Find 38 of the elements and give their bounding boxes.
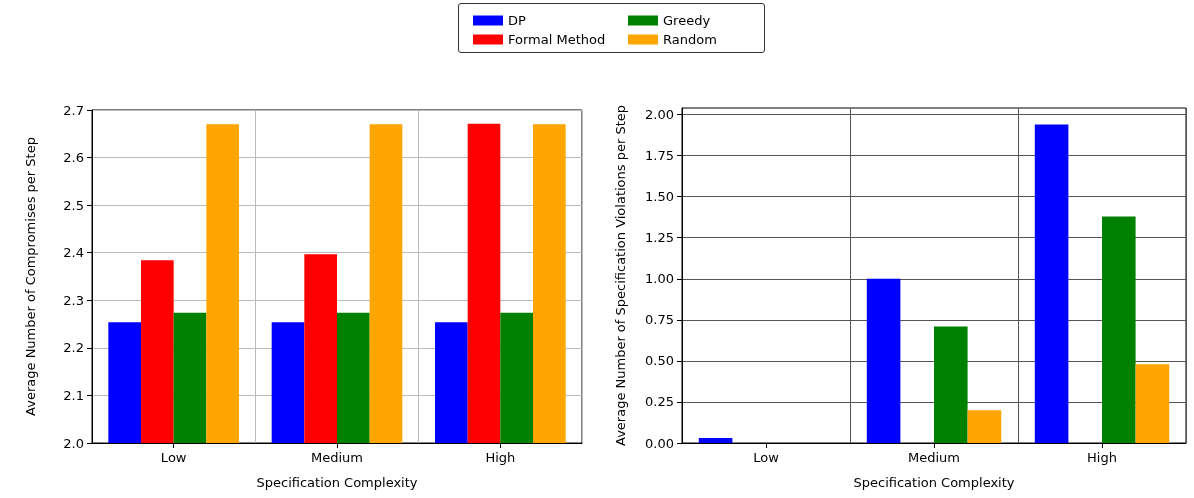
- y-tick-label: 2.1: [63, 387, 84, 403]
- x-axis-title: Specification Complexity: [853, 475, 1015, 490]
- y-tick-label: 2.7: [63, 102, 84, 118]
- bar: [866, 278, 901, 443]
- bar: [1135, 364, 1170, 443]
- x-tick-label: Medium: [311, 450, 363, 465]
- bar: [698, 438, 733, 443]
- y-tick-label: 2.00: [645, 107, 674, 123]
- y-axis-title: Average Number of Specification Violations per Step: [613, 104, 628, 447]
- y-tick-label: 2.6: [63, 150, 84, 166]
- x-axis-title: Specification Complexity: [256, 475, 418, 490]
- bar: [1102, 216, 1136, 443]
- y-tick-label: 1.25: [645, 230, 674, 246]
- x-tick-label: Medium: [908, 450, 960, 465]
- bar: [967, 410, 1002, 443]
- y-axis-title: Average Number of Compromises per Step: [23, 137, 38, 416]
- y-tick-label: 2.4: [63, 245, 84, 261]
- y-tick-label: 2.5: [63, 197, 84, 213]
- x-tick-label: High: [485, 450, 516, 465]
- y-tick-label: 1.00: [645, 271, 674, 287]
- legend-label: Random: [663, 32, 717, 47]
- legend-label: Formal Method: [508, 32, 606, 47]
- y-tick-label: 1.75: [645, 148, 674, 164]
- y-tick-label: 1.50: [645, 189, 674, 205]
- y-tick-label: 0.25: [645, 394, 674, 410]
- x-tick-label: Low: [753, 450, 780, 465]
- y-tick-label: 2.2: [63, 340, 84, 356]
- y-tick-label: 0.75: [645, 312, 674, 328]
- y-tick-label: 0.00: [645, 435, 674, 451]
- legend-label: Greedy: [663, 13, 711, 28]
- x-tick-label: High: [1087, 450, 1117, 465]
- y-tick-label: 0.50: [645, 353, 674, 369]
- y-tick-label: 2.3: [63, 292, 84, 308]
- bar: [934, 326, 968, 443]
- x-tick-label: Low: [160, 450, 187, 465]
- y-tick-label: 2.0: [63, 435, 84, 451]
- legend-label: DP: [508, 13, 527, 28]
- bar: [1034, 124, 1069, 443]
